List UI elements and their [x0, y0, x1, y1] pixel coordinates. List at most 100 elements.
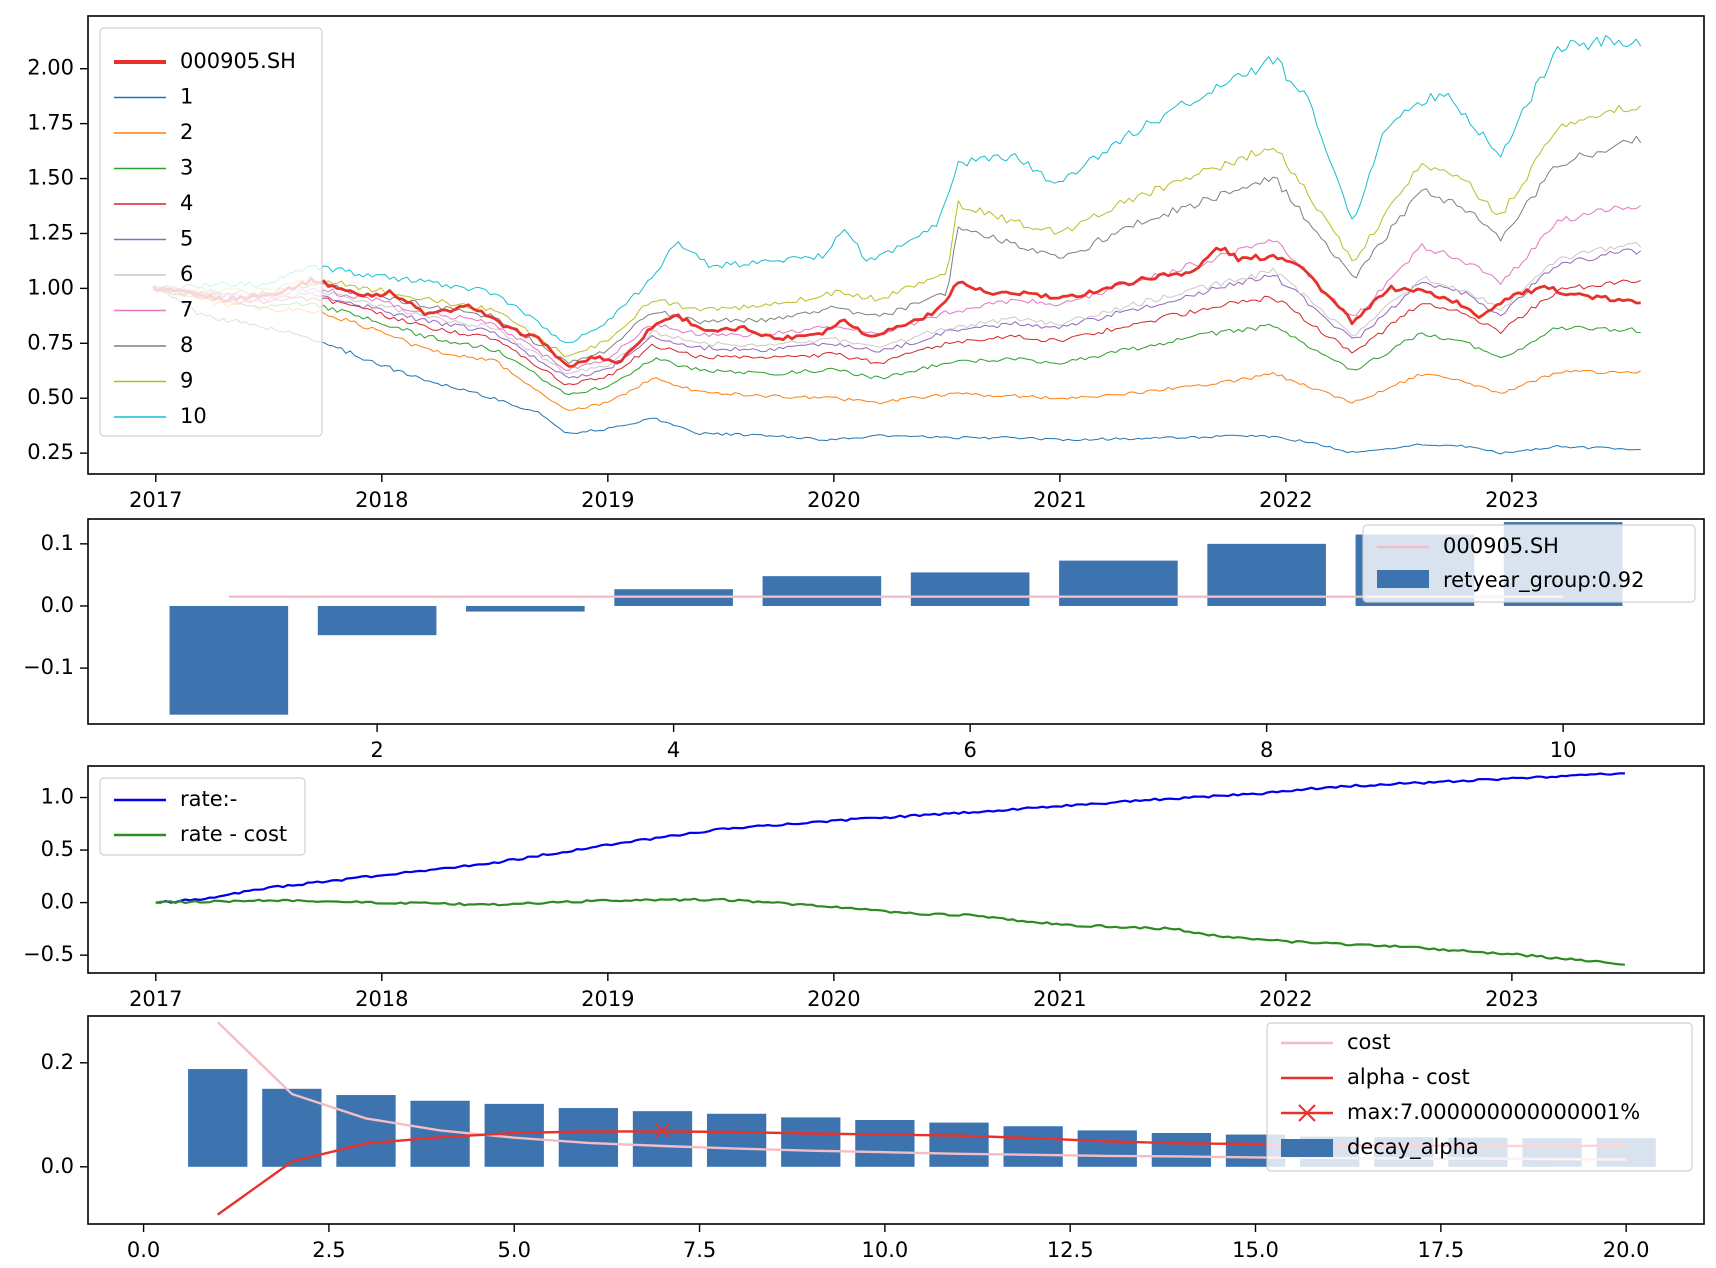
bar: [1077, 1130, 1137, 1167]
series-line: [153, 248, 1641, 379]
legend-label: retyear_group:0.92: [1443, 568, 1645, 593]
x-tick-label: 2018: [355, 488, 408, 512]
x-tick-label: 2017: [129, 987, 182, 1011]
decay-chart: 0.0 0.2 0.0 2.5 5.0 7.5 10.0 12.5 15.0 17.5 20.0 co…: [41, 1015, 1705, 1262]
legend-label: alpha - cost: [1347, 1065, 1470, 1089]
max-marker: [654, 1122, 671, 1139]
series-line: [155, 772, 1625, 904]
bar: [188, 1069, 248, 1167]
x-tick-label: 10.0: [861, 1238, 908, 1262]
legend-label: 000905.SH: [1443, 534, 1559, 558]
legend-swatch: [1281, 1139, 1333, 1157]
group-return-chart: −0.1 0.0 0.1 2 4 6 8 10 000905.SH retyear_group:0…: [23, 518, 1705, 762]
series-line: [152, 246, 1641, 368]
x-tick-label: 2019: [581, 488, 634, 512]
bar: [1003, 1126, 1063, 1167]
legend-label: decay_alpha: [1347, 1135, 1479, 1160]
series-line: [153, 135, 1642, 364]
rate-chart: −0.5 0.0 0.5 1.0 2017 2018 2019 2020 2021 2022 202…: [23, 765, 1705, 1011]
x-tick-label: 12.5: [1047, 1238, 1094, 1262]
y-tick-label: 0.5: [41, 837, 74, 861]
y-tick-label: 1.0: [41, 785, 74, 809]
series-line: [153, 35, 1642, 343]
y-tick-label: 1.25: [27, 220, 74, 244]
y-tick-label: 0.0: [41, 890, 74, 914]
x-tick-label: 5.0: [498, 1238, 531, 1262]
series-line: [153, 289, 1641, 455]
legend-label: 7: [180, 298, 193, 322]
bar: [262, 1088, 322, 1167]
series-line: [155, 897, 1625, 966]
x-tick-label: 2017: [129, 488, 182, 512]
x-tick-label: 2.5: [312, 1238, 345, 1262]
series-line: [153, 241, 1642, 375]
y-tick-label: 0.25: [27, 440, 74, 464]
legend-swatch: [1377, 570, 1429, 588]
plot-frame: [87, 765, 1705, 974]
y-tick-label: 1.75: [27, 111, 74, 135]
series-line: [153, 288, 1641, 396]
x-tick-label: 0.0: [127, 1238, 160, 1262]
y-tick-label: 0.0: [41, 1154, 74, 1178]
x-tick-label: 2021: [1033, 488, 1086, 512]
bar: [762, 576, 882, 606]
legend-frame: [1362, 524, 1696, 603]
bar: [781, 1117, 841, 1167]
legend-label: 000905.SH: [180, 49, 296, 73]
legend-label: 4: [180, 191, 193, 215]
series-line: [153, 287, 1641, 411]
legend-label: 1: [180, 85, 193, 109]
legend-label: rate - cost: [180, 822, 287, 846]
series-line: [153, 279, 1641, 386]
legend-label: rate:-: [180, 787, 237, 811]
y-tick-label: −0.1: [23, 655, 74, 679]
x-tick-label: 2: [370, 738, 383, 762]
x-tick-label: 2020: [807, 488, 860, 512]
x-tick-label: 2023: [1485, 488, 1538, 512]
bar: [169, 605, 289, 715]
y-tick-label: 2.00: [27, 56, 74, 80]
x-tick-label: 2021: [1033, 987, 1086, 1011]
bar: [466, 605, 585, 612]
x-tick-label: 15.0: [1232, 1238, 1279, 1262]
nav-chart: 0.25 0.50 0.75 1.00 1.25 1.50 1.75 2.00 2017 2018…: [27, 15, 1705, 512]
bar: [410, 1100, 470, 1167]
y-tick-label: 0.75: [27, 330, 74, 354]
x-tick-label: 2020: [807, 987, 860, 1011]
y-tick-label: 1.50: [27, 166, 74, 190]
legend-frame: [1266, 1022, 1693, 1172]
x-tick-label: 10: [1550, 738, 1577, 762]
legend-frame: [99, 27, 323, 437]
legend-marker: [1298, 1104, 1316, 1122]
x-tick-label: 20.0: [1603, 1238, 1650, 1262]
bar: [1151, 1133, 1212, 1167]
legend-label: 10: [180, 404, 207, 428]
y-tick-label: −0.5: [23, 942, 74, 966]
x-tick-label: 2023: [1485, 987, 1538, 1011]
x-tick-label: 7.5: [683, 1238, 716, 1262]
plot-frame: [87, 15, 1705, 475]
bar: [706, 1113, 767, 1167]
bar: [336, 1095, 396, 1167]
bar: [317, 605, 437, 636]
legend-label: 6: [180, 262, 193, 286]
legend-label: 5: [180, 227, 193, 251]
x-tick-label: 2018: [355, 987, 408, 1011]
legend-label: cost: [1347, 1030, 1391, 1054]
y-tick-label: 0.0: [41, 593, 74, 617]
legend-label: 3: [180, 156, 193, 180]
legend-label: 2: [180, 120, 193, 144]
bar: [910, 572, 1030, 606]
plot-frame: [87, 518, 1705, 725]
plot-frame: [87, 1015, 1705, 1225]
x-tick-label: 2022: [1259, 987, 1312, 1011]
bar: [855, 1120, 915, 1167]
bar: [632, 1111, 693, 1167]
y-tick-label: 0.1: [41, 531, 74, 555]
y-tick-label: 1.00: [27, 275, 74, 299]
y-tick-label: 0.50: [27, 385, 74, 409]
x-tick-label: 4: [667, 738, 680, 762]
legend-label: max:7.000000000000001%: [1347, 1100, 1640, 1124]
x-tick-label: 2019: [581, 987, 634, 1011]
